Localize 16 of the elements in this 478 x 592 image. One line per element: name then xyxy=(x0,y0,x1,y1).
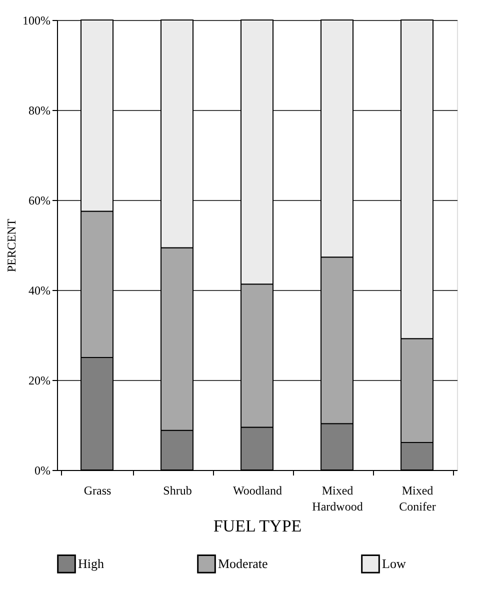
y-axis-title: PERCENT xyxy=(4,218,19,272)
x-tick-label: Mixed Conifer xyxy=(399,484,436,514)
x-axis-title: FUEL TYPE xyxy=(213,516,302,536)
y-tick-label: 60% xyxy=(28,194,50,208)
y-tick-label: 0% xyxy=(34,464,50,478)
x-tick-label: Woodland xyxy=(232,484,282,498)
y-tick-label: 40% xyxy=(28,284,50,298)
y-tick-label: 20% xyxy=(28,374,50,388)
x-tick-label: Shrub xyxy=(163,484,192,498)
legend-label: Low xyxy=(382,556,406,571)
x-tick-label: Mixed Hardwood xyxy=(312,484,363,514)
legend-label: High xyxy=(78,556,104,571)
legend-label: Moderate xyxy=(218,556,268,571)
x-tick-label: Grass xyxy=(84,484,112,498)
y-tick-label: 80% xyxy=(28,104,50,118)
y-tick-label: 100% xyxy=(22,14,50,28)
